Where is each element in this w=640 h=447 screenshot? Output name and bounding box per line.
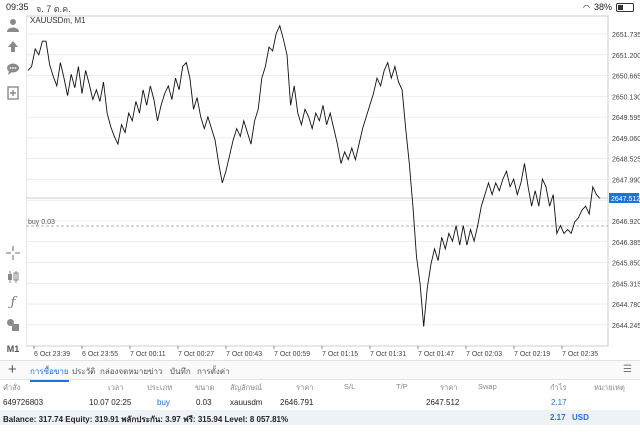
y-tick-label: 2648.525 <box>612 157 640 164</box>
y-tick-label: 2646.920 <box>612 219 640 226</box>
y-tick-label: 2646.385 <box>612 240 640 247</box>
current-price-label: 2647.512 <box>611 196 640 203</box>
order-size: 0.03 <box>196 398 212 407</box>
y-tick-label: 2649.060 <box>612 136 640 143</box>
col-swap: Swap <box>478 382 497 391</box>
wifi-icon: ◠ <box>583 2 590 12</box>
function-icon[interactable]: ƒ <box>10 295 16 310</box>
col-profit: กำไร <box>550 383 567 392</box>
tab-history[interactable]: ประวัติ <box>72 367 96 376</box>
status-bar: 09:35 จ. 7 ต.ค. ◠ 38% <box>0 0 640 14</box>
tab-mailbox[interactable]: กล่องจดหมาย <box>100 367 149 376</box>
price-chart[interactable]: 2651.735 2651.200 2650.665 2650.130 2649.595… <box>25 14 640 358</box>
col-order: คำสั่ง <box>3 383 21 392</box>
order-price: 2646.791 <box>280 398 314 407</box>
col-current-price: ราคา <box>440 383 458 392</box>
col-sl: S/L <box>344 382 356 391</box>
chat-icon[interactable] <box>4 62 22 80</box>
chart-canvas[interactable]: 2651.735 2651.200 2650.665 2650.130 2649.595… <box>25 14 640 358</box>
crosshair-icon[interactable] <box>4 246 22 264</box>
y-tick-label: 2644.245 <box>612 323 640 330</box>
m1-icon[interactable]: M1 <box>6 344 20 354</box>
x-tick-label: 7 Oct 02:35 <box>562 351 598 358</box>
x-tick-label: 6 Oct 23:55 <box>82 351 118 358</box>
total-profit: 2.17 <box>550 413 566 422</box>
y-tick-label: 2644.780 <box>612 302 640 309</box>
x-tick-label: 7 Oct 01:47 <box>418 351 454 358</box>
status-time: 09:35 <box>6 2 29 12</box>
y-tick-label: 2647.990 <box>612 177 640 184</box>
add-icon[interactable]: + <box>8 361 17 378</box>
col-price: ราคา <box>296 383 314 392</box>
y-tick-label: 2651.200 <box>612 53 640 60</box>
x-tick-label: 7 Oct 00:43 <box>226 351 262 358</box>
x-tick-label: 7 Oct 01:15 <box>322 351 358 358</box>
tab-news[interactable]: ข่าว <box>148 367 163 376</box>
x-tick-label: 7 Oct 00:27 <box>178 351 214 358</box>
y-tick-label: 2649.595 <box>612 115 640 122</box>
upload-icon[interactable] <box>4 40 22 58</box>
y-tick-label: 2651.735 <box>612 32 640 39</box>
col-time: เวลา <box>108 383 124 392</box>
y-tick-label: 2650.130 <box>612 94 640 101</box>
order-symbol: xauusdm <box>230 398 263 407</box>
order-id: 649726803 <box>3 398 44 407</box>
y-tick-label: 2645.850 <box>612 261 640 268</box>
order-current-price: 2647.512 <box>426 398 460 407</box>
left-toolbar: ƒ M1 <box>0 14 26 354</box>
current-price-tag <box>609 193 639 204</box>
price-series-line <box>27 24 601 327</box>
col-size: ขนาด <box>195 383 215 392</box>
chart-title: XAUUSDm, M1 <box>30 16 86 25</box>
order-time: 10.07 02:25 <box>89 398 132 407</box>
col-symbol: สัญลักษณ์ <box>230 383 263 392</box>
col-comment: หมายเหตุ <box>594 383 625 392</box>
x-tick-label: 6 Oct 23:39 <box>34 351 70 358</box>
order-type: buy <box>157 398 170 407</box>
candles-icon[interactable] <box>4 270 22 288</box>
account-summary: Balance: 317.74 Equity: 319.91 พลักประกั… <box>0 410 640 425</box>
x-tick-label: 7 Oct 00:59 <box>274 351 310 358</box>
orders-table-header: คำสั่ง เวลา ประเภท ขนาด สัญลักษณ์ ราคา S… <box>0 380 640 394</box>
x-tick-label: 7 Oct 02:19 <box>514 351 550 358</box>
terminal-tabs: + การซื้อขาย ประวัติ กล่องจดหมาย ข่าว บั… <box>0 360 640 382</box>
status-date: จ. 7 ต.ค. <box>36 4 71 14</box>
table-row[interactable]: 649726803 10.07 02:25 buy 0.03 xauusdm 2… <box>0 396 640 410</box>
x-tick-label: 7 Oct 01:31 <box>370 351 406 358</box>
col-type: ประเภท <box>147 383 173 392</box>
account-summary-text: Balance: 317.74 Equity: 319.91 พลักประกั… <box>3 415 289 424</box>
tab-trade[interactable]: การซื้อขาย <box>30 365 69 382</box>
y-tick-label: 2645.315 <box>612 281 640 288</box>
battery-percent: 38% <box>593 2 612 12</box>
list-view-icon[interactable]: ☰ <box>623 364 632 375</box>
x-tick-label: 7 Oct 00:11 <box>130 351 166 358</box>
add-file-icon[interactable] <box>4 86 22 104</box>
tab-journal[interactable]: บันทึก <box>170 367 191 376</box>
account-currency: USD <box>572 413 589 422</box>
person-icon[interactable] <box>4 18 22 36</box>
y-tick-label: 2650.665 <box>612 74 640 81</box>
x-tick-label: 7 Oct 02:03 <box>466 351 502 358</box>
battery-icon <box>616 2 634 12</box>
col-tp: T/P <box>396 382 408 391</box>
tab-settings[interactable]: การตั้งค่า <box>197 367 230 376</box>
buy-order-label: buy 0.03 <box>28 219 55 226</box>
shapes-icon[interactable] <box>4 318 22 336</box>
plot-frame <box>25 15 609 347</box>
order-profit: 2.17 <box>551 398 567 407</box>
